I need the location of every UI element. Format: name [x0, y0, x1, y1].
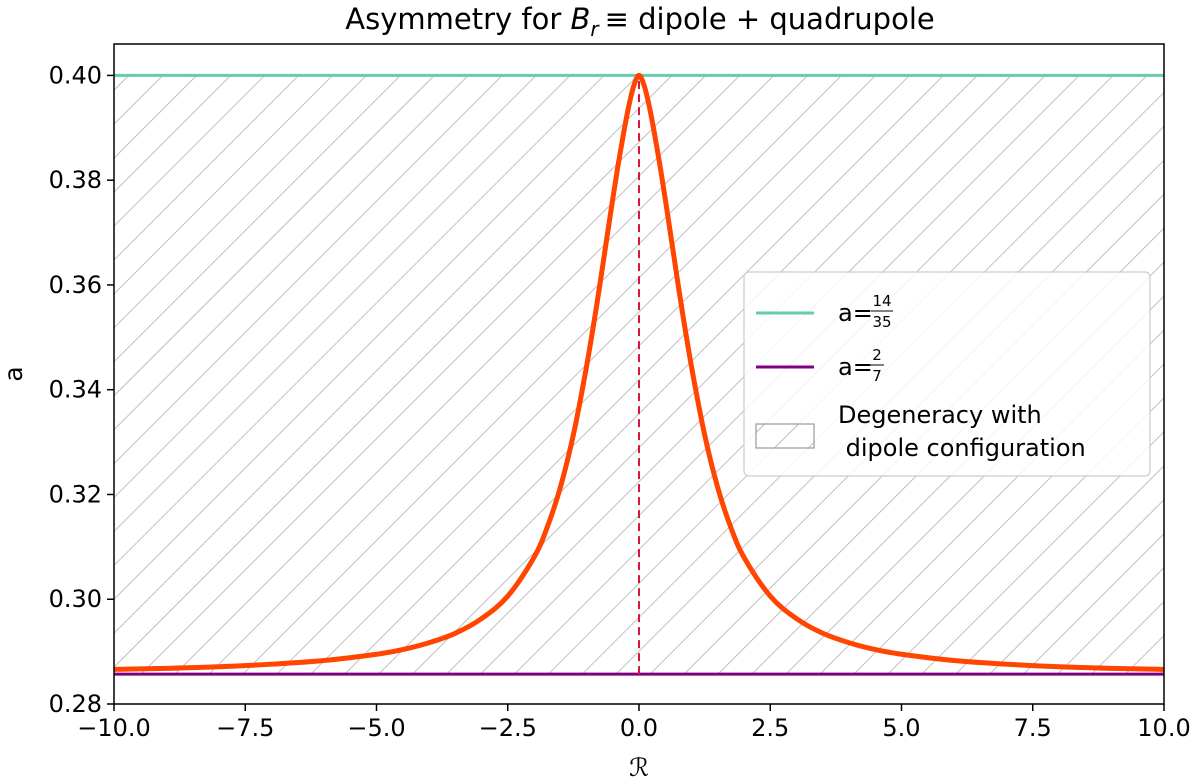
y-tick-label: 0.30: [49, 585, 102, 613]
y-tick-label: 0.28: [49, 690, 102, 718]
chart-title: Asymmetry for Br ≡ dipole + quadrupole: [345, 2, 934, 41]
x-tick-label: −2.5: [479, 714, 537, 742]
x-tick-label: 0.0: [620, 714, 658, 742]
y-tick-label: 0.34: [49, 376, 102, 404]
y-tick-label: 0.40: [49, 61, 102, 89]
x-tick-label: −7.5: [216, 714, 274, 742]
legend-label-a-2-7: a=: [838, 353, 873, 381]
legend-label-degeneracy-line1: Degeneracy with: [838, 401, 1042, 429]
x-tick-label: −5.0: [347, 714, 405, 742]
x-tick-label: 7.5: [1014, 714, 1052, 742]
x-tick-label: −10.0: [77, 714, 151, 742]
legend-swatch-hatch: [755, 423, 815, 449]
x-axis: −10.0 −7.5 −5.0 −2.5 0.0 2.5 5.0 7.5 10.0: [77, 704, 1191, 742]
legend: a= 14 35 a= 2 7 Degeneracy with dipole c…: [743, 271, 1151, 477]
y-tick-label: 0.32: [49, 480, 102, 508]
legend-frac-den-7: 7: [872, 367, 882, 385]
x-tick-label: 5.0: [882, 714, 920, 742]
legend-frac-num-2: 2: [872, 346, 882, 364]
x-axis-label: ℛ: [629, 753, 649, 782]
x-tick-label: 10.0: [1137, 714, 1190, 742]
legend-frac-num-14: 14: [872, 292, 891, 310]
y-tick-label: 0.38: [49, 166, 102, 194]
x-tick-label: 2.5: [751, 714, 789, 742]
y-axis-label: a: [0, 366, 28, 381]
legend-frac-den-35: 35: [872, 313, 891, 331]
legend-box: [743, 271, 1151, 477]
y-axis: 0.28 0.30 0.32 0.34 0.36 0.38 0.40: [49, 61, 114, 718]
legend-label-a-14-35: a=: [838, 299, 873, 327]
y-tick-label: 0.36: [49, 271, 102, 299]
legend-label-degeneracy-line2: dipole configuration: [838, 434, 1086, 462]
asymmetry-curve: [114, 72, 1164, 672]
